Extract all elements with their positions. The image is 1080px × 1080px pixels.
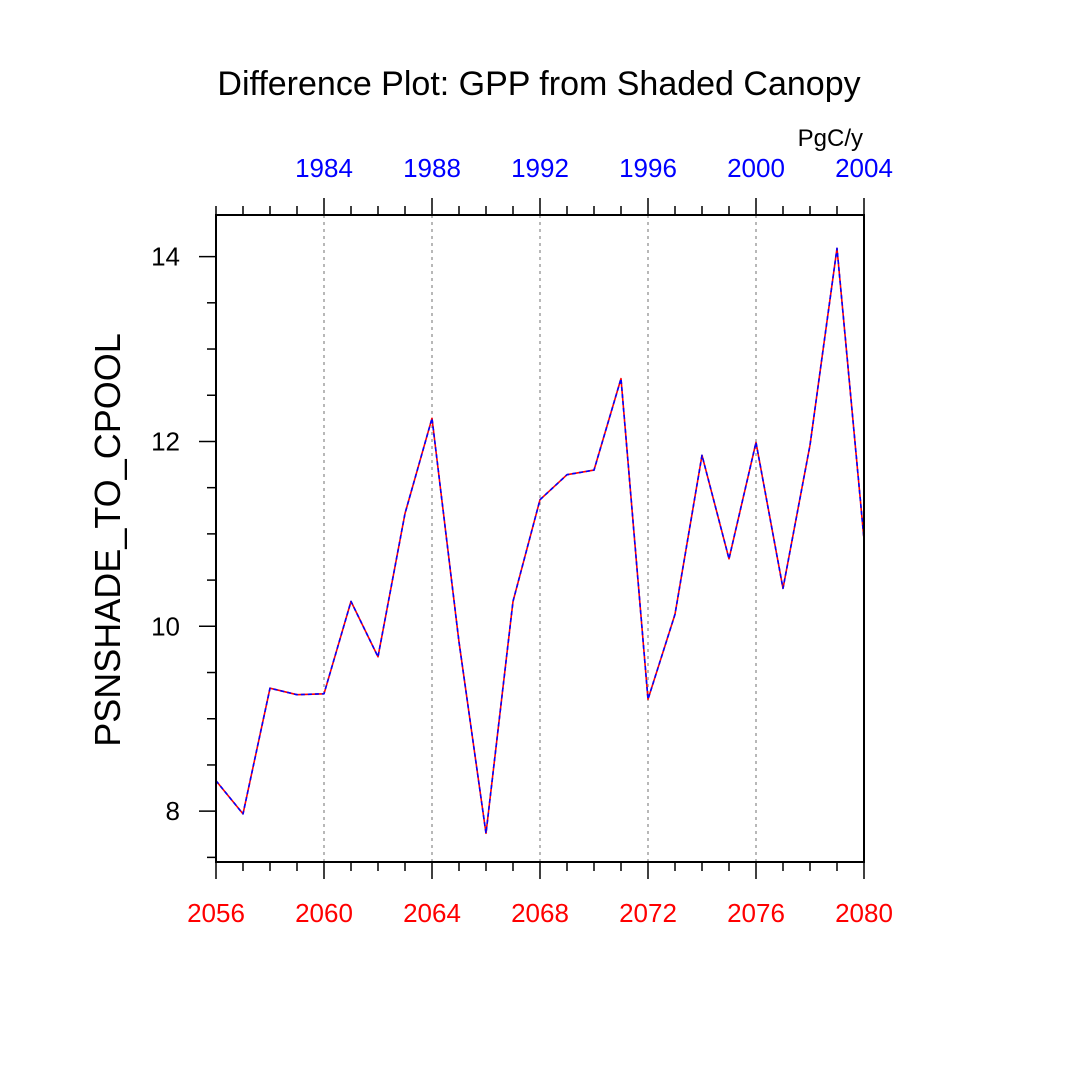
bottom-tick-label-2068: 2068 xyxy=(511,898,569,928)
plot-series xyxy=(215,247,865,835)
y-tick-label-8: 8 xyxy=(166,796,180,826)
units-label: PgC/y xyxy=(798,125,863,152)
y-tick-label-10: 10 xyxy=(151,611,180,641)
top-tick-label-2000: 2000 xyxy=(727,153,785,183)
bottom-tick-label-2056: 2056 xyxy=(187,898,245,928)
y-tick-label-12: 12 xyxy=(151,426,180,456)
bottom-tick-label-2080: 2080 xyxy=(835,898,893,928)
top-tick-label-1992: 1992 xyxy=(511,153,569,183)
gridlines xyxy=(323,215,757,862)
bottom-tick-label-2064: 2064 xyxy=(403,898,461,928)
series-line-2 xyxy=(215,247,865,835)
bottom-tick-label-2076: 2076 xyxy=(727,898,785,928)
top-tick-label-1996: 1996 xyxy=(619,153,677,183)
top-tick-label-1984: 1984 xyxy=(295,153,353,183)
bottom-x-axis: 2056 2060 2064 2068 2072 2076 2080 xyxy=(187,862,893,928)
y-axis-label: PSNSHADE_TO_CPOOL xyxy=(87,333,128,746)
y-tick-label-14: 14 xyxy=(151,242,180,272)
top-x-axis: 1984 1988 1992 1996 2000 2004 xyxy=(215,153,893,215)
top-tick-label-1988: 1988 xyxy=(403,153,461,183)
left-y-axis: 8 10 12 14 xyxy=(151,242,216,859)
bottom-tick-label-2072: 2072 xyxy=(619,898,677,928)
top-tick-label-2004: 2004 xyxy=(835,153,893,183)
chart-title: Difference Plot: GPP from Shaded Canopy xyxy=(217,65,860,103)
bottom-tick-label-2060: 2060 xyxy=(295,898,353,928)
